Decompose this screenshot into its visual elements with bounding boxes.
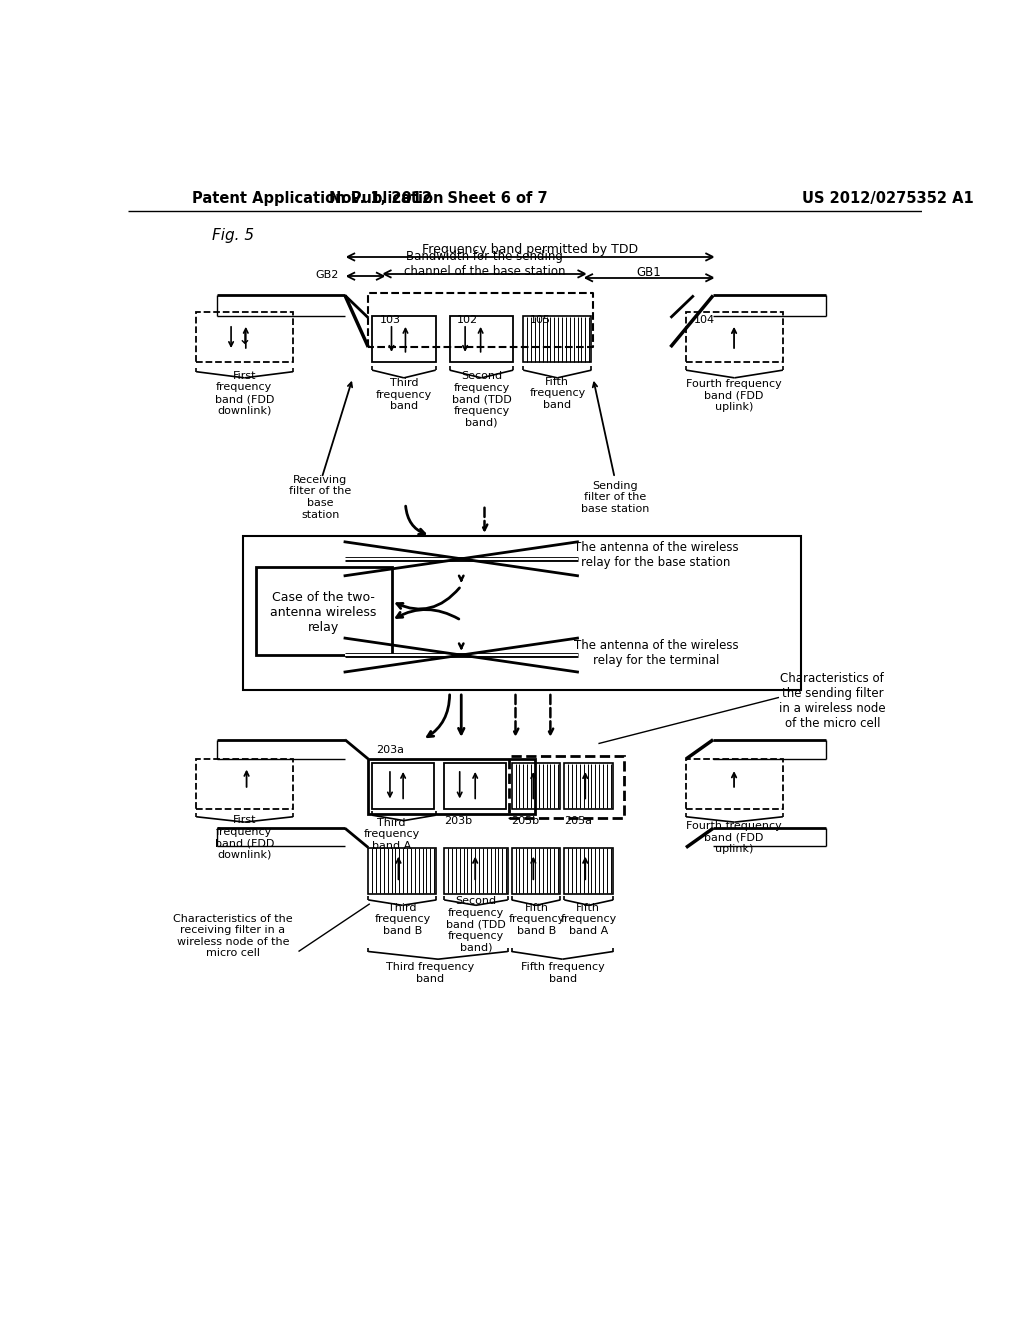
Text: US 2012/0275352 A1: US 2012/0275352 A1 <box>802 191 974 206</box>
Text: Characteristics of the
receiving filter in a
wireless node of the
micro cell: Characteristics of the receiving filter … <box>173 913 293 958</box>
Bar <box>564 847 613 894</box>
Text: Nov. 1, 2012   Sheet 6 of 7: Nov. 1, 2012 Sheet 6 of 7 <box>329 191 547 206</box>
Text: First
frequency
band (FDD
downlink): First frequency band (FDD downlink) <box>215 816 274 859</box>
Text: Third
frequency
band A: Third frequency band A <box>364 818 420 851</box>
Text: Bandwidth for the sending
channel of the base station: Bandwidth for the sending channel of the… <box>403 249 565 279</box>
Bar <box>369 759 535 814</box>
Text: Third
frequency
band B: Third frequency band B <box>374 903 430 936</box>
Bar <box>197 313 293 363</box>
Bar <box>444 847 508 894</box>
Text: 105: 105 <box>529 315 551 325</box>
Text: Sending
filter of the
base station: Sending filter of the base station <box>581 480 649 513</box>
Bar <box>512 763 560 809</box>
Text: Patent Application Publication: Patent Application Publication <box>191 191 443 206</box>
Text: 104: 104 <box>693 315 715 325</box>
Text: 205b: 205b <box>512 816 540 825</box>
Bar <box>450 317 513 363</box>
Text: Third frequency
band: Third frequency band <box>386 962 474 983</box>
Text: First
frequency
band (FDD
downlink): First frequency band (FDD downlink) <box>215 371 274 416</box>
Text: 203a: 203a <box>376 744 404 755</box>
Text: The antenna of the wireless
relay for the base station: The antenna of the wireless relay for th… <box>573 541 738 569</box>
Text: Second
frequency
band (TDD
frequency
band): Second frequency band (TDD frequency ban… <box>452 371 511 428</box>
Text: Third
frequency
band: Third frequency band <box>376 379 432 412</box>
Bar <box>372 317 435 363</box>
Bar <box>256 566 391 655</box>
Text: Fifth frequency
band: Fifth frequency band <box>521 962 604 983</box>
Bar <box>369 847 436 894</box>
Text: Fifth
frequency
band B: Fifth frequency band B <box>508 903 564 936</box>
Bar <box>686 313 783 363</box>
Text: Frequency band permitted by TDD: Frequency band permitted by TDD <box>422 243 638 256</box>
Text: 102: 102 <box>457 315 478 325</box>
Text: 205a: 205a <box>564 816 592 825</box>
Text: Fifth
frequency
band A: Fifth frequency band A <box>560 903 616 936</box>
Text: The antenna of the wireless
relay for the terminal: The antenna of the wireless relay for th… <box>573 639 738 667</box>
Text: Fifth
frequency
band: Fifth frequency band <box>529 376 586 409</box>
Bar <box>564 763 613 809</box>
Bar <box>686 759 783 809</box>
Bar <box>197 759 293 809</box>
Text: GB1: GB1 <box>637 265 662 279</box>
Text: Second
frequency
band (TDD
frequency
band): Second frequency band (TDD frequency ban… <box>446 896 506 953</box>
Bar <box>512 847 560 894</box>
Bar <box>509 756 624 817</box>
Text: Receiving
filter of the
base
station: Receiving filter of the base station <box>289 475 351 520</box>
Text: Fig. 5: Fig. 5 <box>212 228 254 243</box>
Text: 103: 103 <box>380 315 400 325</box>
Bar <box>523 317 592 363</box>
Bar <box>372 763 434 809</box>
Text: 203b: 203b <box>444 816 472 825</box>
Bar <box>444 763 506 809</box>
Text: Fourth frequency
band (FDD
uplink): Fourth frequency band (FDD uplink) <box>686 821 782 854</box>
Text: GB2: GB2 <box>315 271 339 280</box>
Text: Case of the two-
antenna wireless
relay: Case of the two- antenna wireless relay <box>270 591 377 634</box>
Bar <box>243 536 801 689</box>
Text: Characteristics of
the sending filter
in a wireless node
of the micro cell: Characteristics of the sending filter in… <box>779 672 886 730</box>
Text: ↓: ↓ <box>238 330 251 348</box>
Text: Fourth frequency
band (FDD
uplink): Fourth frequency band (FDD uplink) <box>686 379 782 412</box>
